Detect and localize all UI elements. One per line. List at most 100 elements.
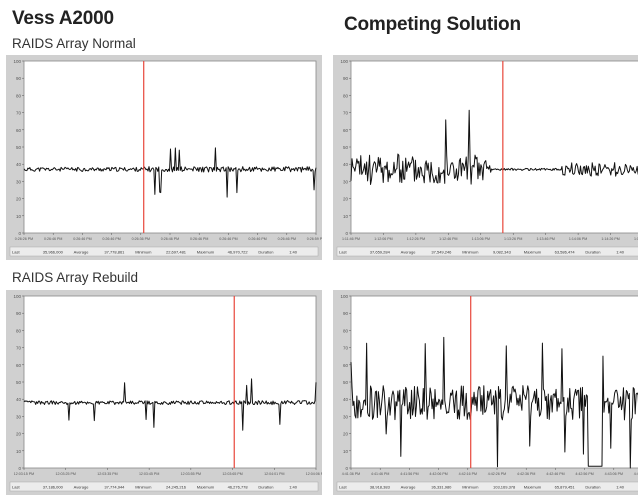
y-tick-label: 10 xyxy=(343,214,349,219)
x-tick-label: 1:13:46 PM xyxy=(536,237,554,241)
x-tick-label: 12:03:45 PM xyxy=(139,472,159,476)
y-tick-label: 40 xyxy=(343,397,349,402)
y-tick-label: 90 xyxy=(343,76,349,81)
y-tick-label: 60 xyxy=(343,363,349,368)
plot-area xyxy=(23,60,317,234)
x-tick-label: 12:03:35 PM xyxy=(97,472,117,476)
left-title: Vess A2000 xyxy=(12,8,114,29)
plot-area xyxy=(350,295,638,469)
x-tick-label: 4:41:46 PM xyxy=(371,472,389,476)
x-tick-label: 1:11:71 PM xyxy=(634,237,638,241)
y-tick-label: 90 xyxy=(343,311,349,316)
y-tick-label: 0 xyxy=(345,466,348,471)
chart-vess-rebuild: 100 90 80 70 60 50 40 30 20 10 0 12:03:15 PM 12:03:2… xyxy=(6,290,322,495)
y-tick-label: 50 xyxy=(16,380,22,385)
x-tick-label: 0:26:46 PM xyxy=(278,237,296,241)
stats-text: 65,879,451 xyxy=(555,484,576,489)
stats-text: 1:40 xyxy=(616,484,625,489)
y-tick-label: 80 xyxy=(16,328,22,333)
stats-text: Duration xyxy=(258,249,273,254)
x-tick-label: 1:14:06 PM xyxy=(569,237,587,241)
x-tick-label: 12:04:01 PM xyxy=(264,472,284,476)
right-title: Competing Solution xyxy=(344,14,521,35)
stats-text: 46,276,778 xyxy=(228,484,249,489)
y-tick-label: 30 xyxy=(16,414,22,419)
stats-text: 24,245,216 xyxy=(166,484,187,489)
x-tick-label: 4:43:16 PM xyxy=(634,472,638,476)
x-tick-label: 4:42:26 PM xyxy=(488,472,506,476)
stats-text: 46,970,722 xyxy=(228,249,249,254)
stats-text: 9,082,343 xyxy=(493,249,512,254)
stats-text: Maximum xyxy=(524,484,542,489)
stats-text: Maximum xyxy=(524,249,542,254)
y-tick-label: 100 xyxy=(340,59,348,64)
row1-label: RAIDS Array Normal xyxy=(12,36,136,51)
stats-text: 37,774,944 xyxy=(104,484,125,489)
chart-competing-normal: 100 90 80 70 60 50 40 30 20 10 0 1:11:46 PM 1:12:06 … xyxy=(333,55,638,260)
plot-area xyxy=(350,60,638,234)
stats-text: 38,918,383 xyxy=(370,484,391,489)
y-tick-label: 70 xyxy=(16,111,22,116)
x-tick-label: 1:13:26 PM xyxy=(504,237,522,241)
stats-text: Maximum xyxy=(197,484,215,489)
chart-competing-rebuild: 100 90 80 70 60 50 40 30 20 10 0 4:41:36 PM 4:41:46 … xyxy=(333,290,638,495)
x-tick-label: 4:42:06 PM xyxy=(429,472,447,476)
y-tick-label: 30 xyxy=(343,179,349,184)
y-tick-label: 80 xyxy=(16,93,22,98)
data-trace xyxy=(23,378,317,431)
x-tick-label: 4:43:06 PM xyxy=(605,472,623,476)
stats-text: Duration xyxy=(258,484,273,489)
y-tick-label: 60 xyxy=(343,128,349,133)
x-tick-label: 0:26:36 PM xyxy=(132,237,150,241)
stats-text: Minimum xyxy=(135,484,152,489)
y-tick-label: 100 xyxy=(340,294,348,299)
y-tick-label: 50 xyxy=(343,145,349,150)
y-tick-label: 100 xyxy=(13,294,21,299)
y-tick-label: 70 xyxy=(16,346,22,351)
y-tick-label: 0 xyxy=(345,231,348,236)
x-tick-label: 0:26:46 PM xyxy=(248,237,266,241)
y-tick-label: 20 xyxy=(343,432,349,437)
x-tick-label: 1:12:26 PM xyxy=(407,237,425,241)
x-tick-label: 1:14:26 PM xyxy=(601,237,619,241)
y-tick-label: 90 xyxy=(16,76,22,81)
x-tick-label: 0:26:46 PM xyxy=(102,237,120,241)
stats-text: Duration xyxy=(585,484,600,489)
x-tick-label: 0:26:46 PM xyxy=(44,237,62,241)
y-tick-label: 50 xyxy=(16,145,22,150)
x-tick-label: 4:42:16 PM xyxy=(459,472,477,476)
x-tick-label: 12:03:25 PM xyxy=(56,472,76,476)
stats-text: 37,778,861 xyxy=(104,249,125,254)
stats-text: Average xyxy=(74,249,90,254)
x-tick-label: 4:41:36 PM xyxy=(342,472,360,476)
stats-bar xyxy=(9,246,319,257)
y-tick-label: 20 xyxy=(343,197,349,202)
x-tick-label: 0:26:59 PM xyxy=(307,237,322,241)
y-tick-label: 10 xyxy=(343,449,349,454)
y-tick-label: 60 xyxy=(16,363,22,368)
y-tick-label: 20 xyxy=(16,432,22,437)
y-tick-label: 40 xyxy=(16,162,22,167)
y-tick-label: 30 xyxy=(343,414,349,419)
x-tick-label: 1:11:46 PM xyxy=(342,237,360,241)
stats-text: 1:40 xyxy=(289,484,298,489)
stats-text: Last xyxy=(12,484,20,489)
y-tick-label: 50 xyxy=(343,380,349,385)
x-tick-label: 0:26:46 PM xyxy=(73,237,91,241)
x-tick-label: 4:41:56 PM xyxy=(400,472,418,476)
stats-text: Duration xyxy=(585,249,600,254)
y-tick-label: 0 xyxy=(18,466,21,471)
y-tick-label: 100 xyxy=(13,59,21,64)
stats-text: 37,659,284 xyxy=(370,249,391,254)
stats-text: Average xyxy=(401,484,417,489)
x-tick-label: 12:03:15 PM xyxy=(14,472,34,476)
stats-text: Last xyxy=(339,484,347,489)
y-tick-label: 10 xyxy=(16,449,22,454)
y-tick-label: 90 xyxy=(16,311,22,316)
x-tick-label: 4:42:46 PM xyxy=(546,472,564,476)
y-tick-label: 40 xyxy=(16,397,22,402)
